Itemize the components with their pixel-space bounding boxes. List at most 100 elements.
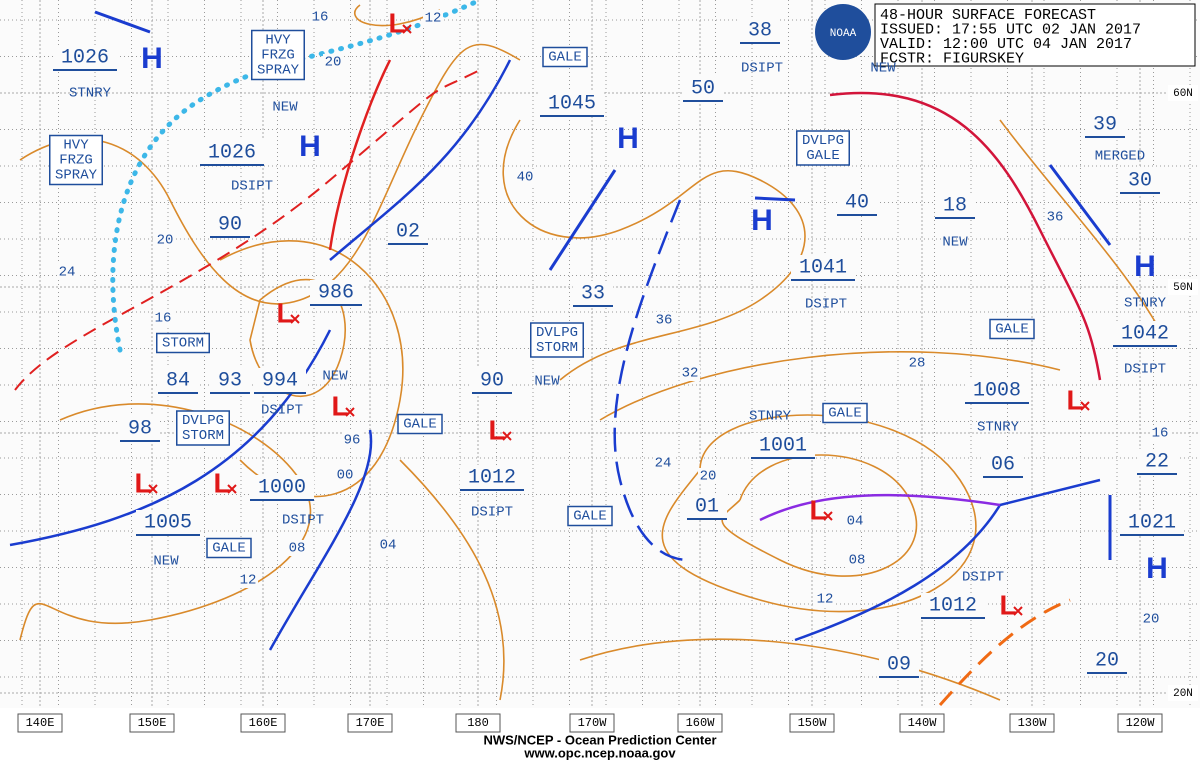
longitude-box: [129, 713, 175, 733]
annotation: NEW: [153, 554, 179, 570]
label-bg: [935, 193, 975, 217]
boxed-label-frame: [796, 130, 850, 166]
cold-front: [329, 59, 512, 261]
latitude-box: [1168, 685, 1198, 701]
longitude-label: 150E: [138, 716, 167, 730]
pressure-label: 38: [748, 19, 772, 42]
low-marker: [148, 484, 158, 494]
low-marker: [290, 314, 300, 324]
pressure-label: 98: [128, 417, 152, 440]
contour-label: 36: [656, 313, 673, 329]
label-bg: [460, 465, 524, 489]
label-bg: [310, 9, 330, 25]
contour-label: 40: [517, 170, 534, 186]
annotation: STNRY: [977, 420, 1020, 436]
boxed-label: GALE: [403, 417, 437, 433]
contour-label: 24: [655, 456, 672, 472]
boxed-label: DVLPG: [802, 133, 844, 149]
boxed-label-frame: [49, 134, 103, 186]
boxed-label: FRZG: [59, 153, 93, 169]
label-bg: [1085, 112, 1125, 136]
pressure-label: 1021: [1128, 511, 1176, 534]
low-center: L: [331, 390, 348, 421]
label-bg: [515, 169, 535, 185]
cold-front: [794, 478, 1101, 642]
footer-url: www.opc.ncep.noaa.gov: [523, 745, 676, 760]
longitude-box: [789, 713, 835, 733]
annotation: NEW: [272, 100, 298, 116]
label-bg: [1120, 168, 1160, 192]
contour-label: 32: [682, 366, 699, 382]
trough: [938, 598, 1071, 706]
label-bg: [837, 190, 877, 214]
pressure-label: 20: [1095, 649, 1119, 672]
latitude-box: [1168, 85, 1198, 101]
boxed-label-frame: [176, 410, 230, 446]
longitude-label: 150W: [798, 716, 828, 730]
pressure-label: 84: [166, 369, 190, 392]
label-bg: [1045, 209, 1065, 225]
label-bg: [323, 54, 343, 70]
contour-label: 16: [1152, 426, 1169, 442]
annotation: DSIPT: [805, 297, 847, 313]
label-bg: [136, 510, 200, 534]
label-bg: [791, 255, 855, 279]
pressure-label: 18: [943, 194, 967, 217]
annotation: STNRY: [69, 86, 112, 102]
footer-title: NWS/NCEP - Ocean Prediction Center: [483, 732, 716, 747]
contour-label: 20: [1143, 612, 1160, 628]
annotation: DSIPT: [962, 570, 1004, 586]
label-bg: [472, 368, 512, 392]
label-bg: [342, 432, 362, 448]
pressure-label: 09: [887, 653, 911, 676]
contour-label: 00: [337, 468, 354, 484]
label-bg: [153, 310, 173, 326]
pressure-label: 93: [218, 369, 242, 392]
label-bg: [1087, 648, 1127, 672]
boxed-label-frame: [251, 29, 305, 81]
pressure-label: 90: [480, 369, 504, 392]
contour-label: 04: [847, 514, 864, 530]
ice-edge: [14, 69, 481, 391]
label-bg: [1150, 425, 1170, 441]
longitude-label: 140W: [908, 716, 938, 730]
annotation: DSIPT: [471, 505, 513, 521]
label-bg: [847, 552, 867, 568]
contour-label: 08: [289, 541, 306, 557]
longitude-label: 140E: [26, 716, 55, 730]
pressure-label: 30: [1128, 169, 1152, 192]
pressure-label: 1005: [144, 511, 192, 534]
label-bg: [751, 433, 815, 457]
longitude-box: [1009, 713, 1055, 733]
isobar: [19, 43, 521, 305]
label-bg: [815, 591, 835, 607]
motion-arrow: [548, 169, 617, 271]
label-bg: [921, 593, 985, 617]
boxed-label: GALE: [573, 509, 607, 525]
longitude-box: [1117, 713, 1163, 733]
annotation: MERGED: [1095, 149, 1145, 165]
header-box: [874, 3, 1196, 67]
longitude-label: 170E: [356, 716, 385, 730]
boxed-label: GALE: [995, 322, 1029, 338]
label-bg: [907, 355, 927, 371]
annotation: DSIPT: [261, 403, 303, 419]
label-bg: [310, 280, 362, 304]
contour-label: 96: [344, 433, 361, 449]
contour-label: 20: [157, 233, 174, 249]
boxed-label: HVY: [63, 138, 89, 154]
label-bg: [654, 312, 674, 328]
logo: [815, 4, 871, 60]
label-bg: [250, 475, 314, 499]
contour-label: 36: [1047, 210, 1064, 226]
contour-label: 28: [909, 356, 926, 372]
label-bg: [423, 10, 443, 26]
label-bg: [120, 416, 160, 440]
label-bg: [683, 76, 723, 100]
longitude-label: 170W: [578, 716, 608, 730]
boxed-label: FRZG: [261, 48, 295, 64]
label-bg: [378, 537, 398, 553]
boxed-label: DVLPG: [182, 413, 224, 429]
pressure-label: 1008: [973, 379, 1021, 402]
